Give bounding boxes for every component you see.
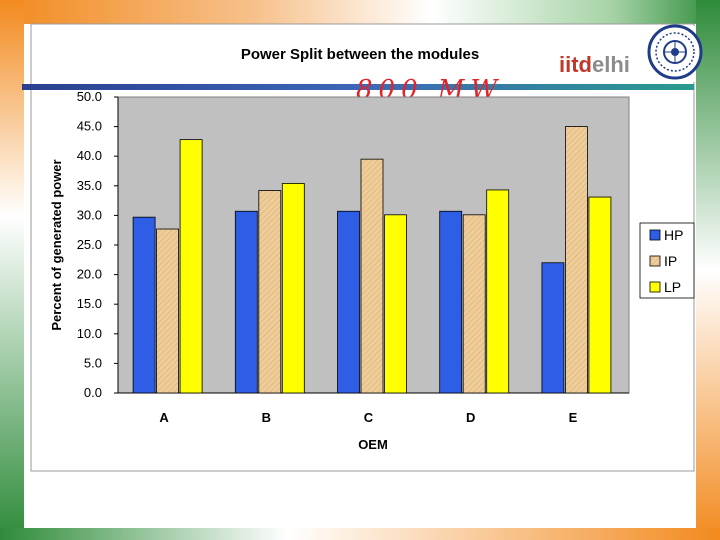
y-tick-label: 0.0 bbox=[84, 385, 102, 400]
x-axis-title: OEM bbox=[358, 437, 388, 452]
y-tick-label: 15.0 bbox=[77, 296, 102, 311]
bar-hp-a bbox=[132, 216, 156, 394]
bar-ip-a bbox=[156, 228, 180, 394]
x-axis: A B C D E bbox=[118, 392, 629, 425]
bar-lp-a bbox=[179, 139, 203, 394]
bar-lp-b bbox=[281, 183, 305, 394]
bar-hp-d bbox=[439, 210, 463, 394]
x-tick-label: B bbox=[262, 410, 271, 425]
x-tick-label: D bbox=[466, 410, 475, 425]
x-tick-label: E bbox=[569, 410, 578, 425]
x-tick-label: A bbox=[159, 410, 169, 425]
y-tick-label: 35.0 bbox=[77, 178, 102, 193]
y-tick-label: 50.0 bbox=[77, 89, 102, 104]
bar-ip-d bbox=[462, 214, 486, 394]
svg-text:iitdelhi: iitdelhi bbox=[559, 52, 630, 77]
y-tick-label: 40.0 bbox=[77, 148, 102, 163]
y-tick-label: 25.0 bbox=[77, 237, 102, 252]
legend-swatch-lp bbox=[649, 281, 661, 293]
y-tick-label: 30.0 bbox=[77, 207, 102, 222]
legend-label-ip: IP bbox=[664, 253, 677, 269]
bar-hp-b bbox=[234, 210, 258, 394]
bar-lp-c bbox=[384, 214, 407, 394]
y-tick-label: 20.0 bbox=[77, 267, 102, 282]
legend-swatch-hp bbox=[649, 229, 661, 241]
bar-lp-d bbox=[486, 189, 510, 394]
bar-lp-e bbox=[588, 196, 612, 394]
y-tick-label: 10.0 bbox=[77, 326, 102, 341]
y-tick-label: 45.0 bbox=[77, 119, 102, 134]
bar-hp-e bbox=[541, 262, 565, 394]
iitd-logo: iitdelhi bbox=[559, 24, 703, 80]
bar-ip-e bbox=[565, 126, 588, 394]
y-axis-title: Percent of generated power bbox=[49, 159, 64, 330]
legend-swatch-ip bbox=[649, 255, 661, 267]
header-rule bbox=[22, 84, 694, 90]
y-axis: 0.0 5.0 10.0 15.0 20.0 25.0 30.0 35.0 40.0 45.0 50… bbox=[77, 89, 119, 400]
bars bbox=[132, 126, 612, 394]
y-tick-label: 5.0 bbox=[84, 355, 102, 370]
legend-label-lp: LP bbox=[664, 279, 681, 295]
logo-text-elhi: elhi bbox=[592, 52, 630, 77]
chart-title: Power Split between the modules bbox=[241, 46, 479, 63]
bar-hp-c bbox=[337, 210, 360, 394]
bar-ip-c bbox=[360, 158, 384, 394]
legend-label-hp: HP bbox=[664, 227, 683, 243]
bar-ip-b bbox=[258, 190, 282, 394]
x-tick-label: C bbox=[364, 410, 374, 425]
institute-seal-icon bbox=[647, 24, 703, 80]
logo-text-iitd: iitd bbox=[559, 52, 592, 77]
legend: HP IP LP bbox=[639, 222, 695, 299]
